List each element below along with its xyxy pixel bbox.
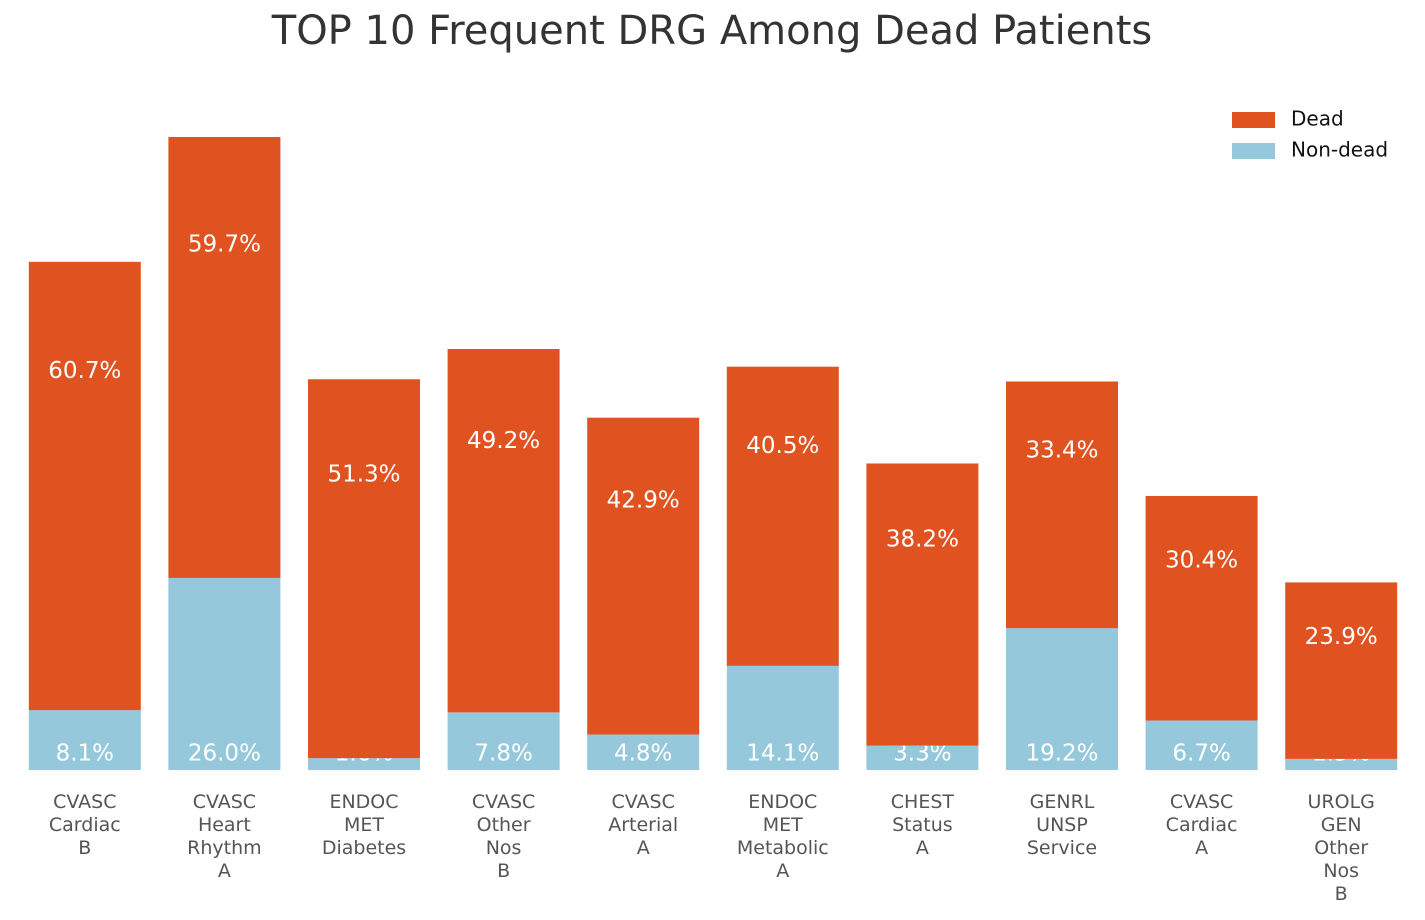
x-tick-label: CVASC Cardiac A bbox=[1165, 791, 1238, 859]
bar-segment bbox=[1145, 720, 1258, 770]
x-tick-label: CVASC Cardiac B bbox=[48, 791, 121, 859]
value-label: 23.9% bbox=[1305, 624, 1378, 650]
bar-segment bbox=[308, 379, 420, 759]
value-label: 30.4% bbox=[1165, 547, 1238, 573]
bar-segment bbox=[28, 710, 141, 770]
value-label: 4.8% bbox=[614, 741, 672, 767]
bar-segment bbox=[1285, 758, 1398, 770]
bar-segment bbox=[308, 758, 420, 770]
bar-segment bbox=[866, 463, 979, 746]
value-label: 42.9% bbox=[607, 488, 680, 514]
legend-swatch bbox=[1232, 143, 1275, 159]
x-tick-label: ENDOC MET Diabetes bbox=[321, 791, 407, 859]
x-tick-label: CVASC Arterial A bbox=[608, 791, 679, 859]
value-label: 38.2% bbox=[886, 526, 959, 552]
bar-segment bbox=[1006, 628, 1118, 770]
value-label: 51.3% bbox=[327, 462, 400, 488]
value-label: 8.1% bbox=[56, 741, 114, 767]
bar-segment bbox=[726, 665, 839, 770]
bar-segment bbox=[587, 417, 700, 735]
value-label: 14.1% bbox=[746, 741, 819, 767]
bar-segment bbox=[447, 348, 560, 713]
x-tick-label: UROLG GEN Other Nos B bbox=[1307, 791, 1375, 905]
x-tick-label: GENRL UNSP Service bbox=[1026, 791, 1098, 859]
x-tick-label: ENDOC MET Metabolic A bbox=[736, 791, 829, 882]
chart-title: TOP 10 Frequent DRG Among Dead Patients bbox=[271, 8, 1152, 54]
value-label: 19.2% bbox=[1025, 741, 1098, 767]
value-label: 59.7% bbox=[188, 232, 261, 258]
bar-segment bbox=[1006, 381, 1118, 629]
legend-label: Non-dead bbox=[1291, 138, 1388, 162]
bar-segment bbox=[1285, 582, 1398, 759]
bar-segment bbox=[447, 712, 560, 770]
value-label: 40.5% bbox=[746, 433, 819, 459]
value-label: 7.8% bbox=[474, 741, 532, 767]
x-tick-label: CHEST Status A bbox=[890, 791, 954, 859]
bar-segment bbox=[866, 745, 979, 770]
legend-label: Dead bbox=[1291, 107, 1344, 131]
value-label: 60.7% bbox=[48, 358, 121, 384]
value-label: 6.7% bbox=[1172, 741, 1230, 767]
value-label: 49.2% bbox=[467, 428, 540, 454]
bar-segment bbox=[726, 366, 839, 666]
value-label: 33.4% bbox=[1025, 437, 1098, 463]
bar-segment bbox=[168, 137, 281, 578]
legend-swatch bbox=[1232, 112, 1275, 128]
value-label: 26.0% bbox=[188, 741, 261, 767]
x-tick-label: CVASC Heart Rhythm A bbox=[187, 791, 262, 882]
bar-segment bbox=[587, 734, 700, 770]
bar-segment bbox=[28, 261, 141, 711]
bar-segment bbox=[168, 577, 281, 770]
bar-segment bbox=[1145, 495, 1258, 721]
x-tick-label: CVASC Other Nos B bbox=[471, 791, 536, 882]
